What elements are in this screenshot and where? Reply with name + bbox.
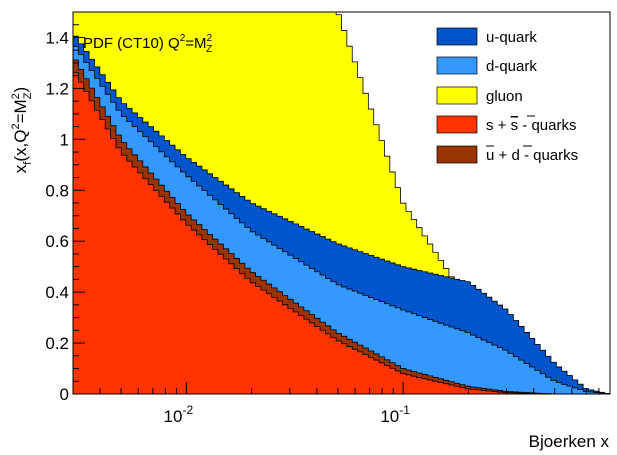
area-s-sbar <box>73 72 610 394</box>
y-tick-label: 1.4 <box>45 28 69 47</box>
legend-swatch-u <box>436 27 478 46</box>
x-tick-label: 10-2 <box>164 403 194 426</box>
y-axis-label: xf(x,Q2=M2Z) <box>10 87 34 173</box>
x-axis: 10-2 10-1 <box>72 382 611 426</box>
legend-swatch-g <box>436 86 478 105</box>
legend: u-quark d-quark gluon s + s - quarks u +… <box>436 27 578 164</box>
legend-swatch-s <box>436 115 478 134</box>
chart-title: PDF (CT10) Q2=M2 Z <box>83 33 213 55</box>
legend-label-ud: u + d - quarks <box>486 147 578 164</box>
legend-label-s: s + s - quarks <box>486 117 576 134</box>
pdf-areas <box>73 12 610 394</box>
x-axis-label: Bjoerken x <box>529 432 610 451</box>
y-tick-label: 0.6 <box>45 232 69 251</box>
legend-swatch-ud <box>436 145 478 164</box>
y-tick-label: 1 <box>60 130 69 149</box>
x-tick-label: 10-1 <box>380 403 410 426</box>
legend-label-g: gluon <box>486 88 523 105</box>
y-tick-label: 0.8 <box>45 181 69 200</box>
y-axis: 0 0.2 0.4 0.6 0.8 1 1.2 1.4 <box>45 11 85 404</box>
y-tick-label: 0.4 <box>45 283 69 302</box>
y-tick-label: 0.2 <box>45 334 69 353</box>
y-tick-label: 1.2 <box>45 79 69 98</box>
legend-swatch-d <box>436 56 478 75</box>
y-tick-label: 0 <box>60 385 69 404</box>
legend-label-u: u-quark <box>486 29 537 46</box>
legend-label-d: d-quark <box>486 58 537 75</box>
